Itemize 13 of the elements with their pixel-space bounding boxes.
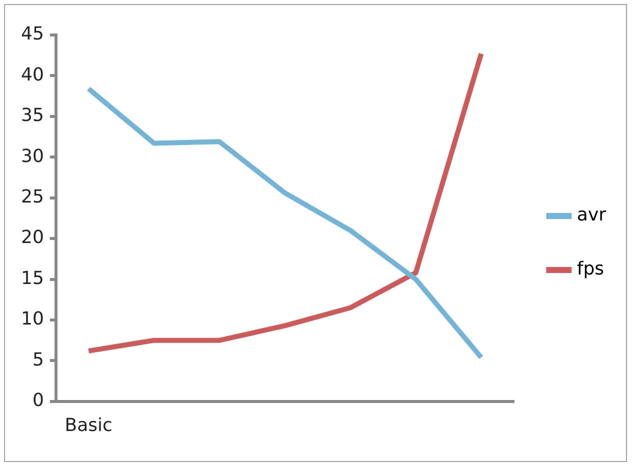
y-tick-label: 10	[21, 308, 44, 330]
y-tick-label: 45	[21, 24, 44, 45]
y-tick-label: 0	[32, 390, 44, 412]
y-tick-label: 5	[32, 349, 44, 370]
y-tick-label: 40	[21, 64, 44, 86]
x-tick-label: Basic	[64, 414, 112, 436]
y-tick-label: 30	[21, 146, 44, 167]
y-tick-label: 35	[21, 105, 44, 126]
legend-label: fps	[576, 258, 604, 280]
y-tick-label: 15	[21, 268, 44, 289]
y-tick-label: 25	[21, 186, 44, 208]
legend-label: avr	[576, 204, 607, 226]
y-tick-label: 20	[21, 227, 44, 248]
